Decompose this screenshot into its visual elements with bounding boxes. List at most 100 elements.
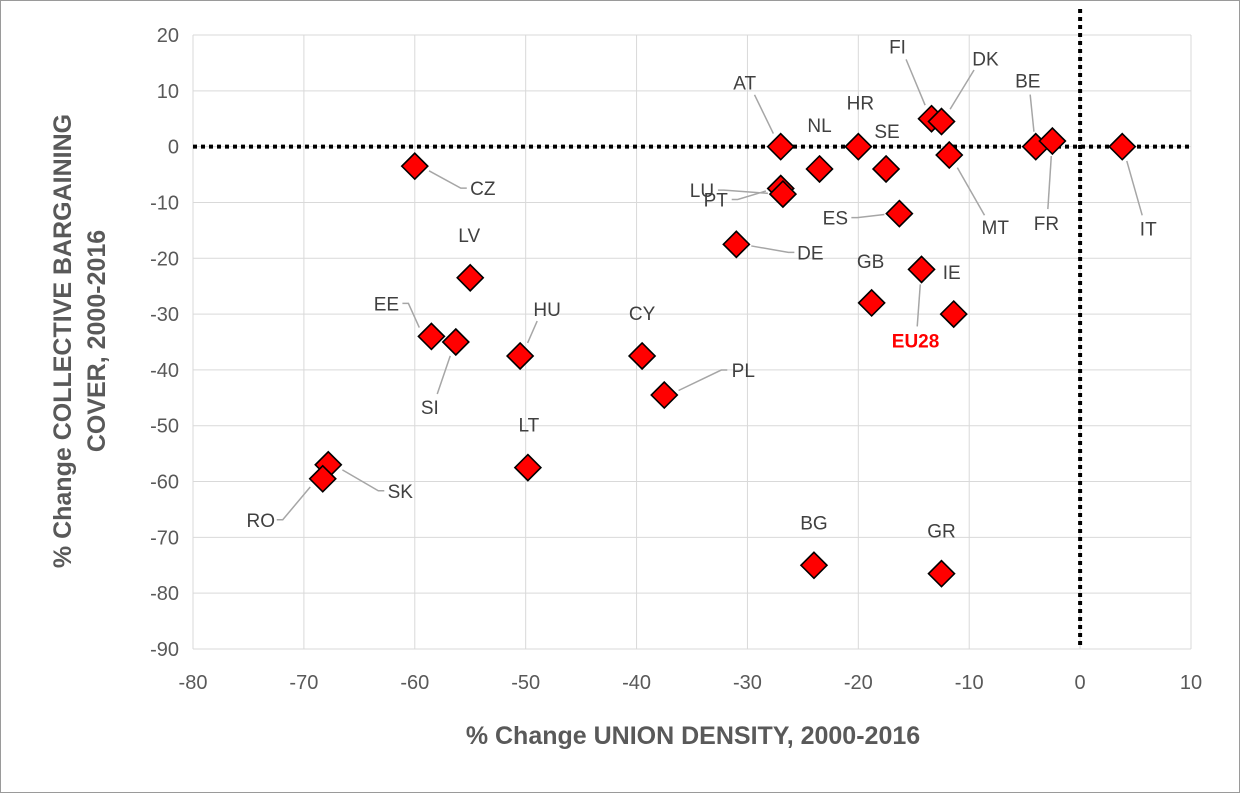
leader-line-sk <box>342 469 385 492</box>
x-tick-label: -40 <box>622 672 651 694</box>
point-it <box>1108 132 1137 161</box>
y-tick-label: 10 <box>157 81 179 103</box>
point-si <box>441 327 470 357</box>
x-tick-label: -70 <box>289 672 318 694</box>
leader-line-cz <box>428 170 467 189</box>
point-label-sk: SK <box>388 482 414 503</box>
point-label-gr: GR <box>927 522 956 543</box>
point-dk <box>927 107 956 136</box>
point-gb <box>857 288 886 318</box>
point-eu28 <box>907 255 936 284</box>
leader-line-lu <box>717 189 769 195</box>
x-tick-label: -80 <box>179 672 208 694</box>
gridlines <box>192 34 1192 650</box>
point-label-cy: CY <box>629 304 656 325</box>
point-mt <box>935 140 964 170</box>
y-tick-label: -20 <box>150 248 179 270</box>
point-label-dk: DK <box>972 50 999 71</box>
point-label-ie: IE <box>943 263 961 284</box>
y-axis-title-line-2: COVER, 2000-2016 <box>83 230 111 452</box>
point-de <box>722 230 751 259</box>
point-label-be: BE <box>1015 72 1040 93</box>
y-tick-label: -80 <box>150 583 179 605</box>
leader-line-pl <box>678 369 728 392</box>
y-tick-label: -70 <box>150 527 179 549</box>
point-label-bg: BG <box>800 513 827 534</box>
point-label-lu: LU <box>690 181 714 202</box>
point-ie <box>939 299 968 329</box>
y-tick-label: -10 <box>150 192 179 214</box>
data-points <box>308 104 1137 588</box>
leader-line-fi <box>905 59 926 106</box>
y-tick-label: -40 <box>150 360 179 382</box>
y-tick-label: -50 <box>150 416 179 438</box>
tick-labels: -80 -70 -60 -50 -40 -30 -20 -10 0 10 20 10 0 -10 -20 -3… <box>150 25 1202 694</box>
leader-line-ee <box>402 302 420 328</box>
point-at <box>766 132 795 161</box>
leader-line-dk <box>949 69 975 110</box>
point-label-mt: MT <box>982 218 1010 239</box>
x-tick-label: -60 <box>400 672 429 694</box>
x-axis-title: % Change UNION DENSITY, 2000-2016 <box>466 722 920 750</box>
y-tick-label: -90 <box>150 639 179 661</box>
point-label-de: DE <box>797 243 823 264</box>
point-label-hr: HR <box>847 94 874 115</box>
point-label-at: AT <box>733 74 756 95</box>
y-tick-label: 20 <box>157 25 179 47</box>
point-label-ro: RO <box>246 511 275 532</box>
point-es <box>885 199 914 228</box>
point-hr <box>844 132 873 161</box>
x-tick-label: -30 <box>733 672 762 694</box>
leader-line-eu28 <box>916 284 922 327</box>
point-cy <box>627 341 657 371</box>
leader-line-ro <box>276 486 311 521</box>
leader-line-hu <box>526 320 538 344</box>
point-label-it: IT <box>1140 220 1157 241</box>
point-label-cz: CZ <box>470 179 496 200</box>
label-leader-lines <box>276 59 1143 521</box>
leader-line-fr <box>1047 155 1053 210</box>
point-bg <box>799 551 829 580</box>
leader-line-pt <box>731 190 767 201</box>
y-axis-title-line-1: % Change COLLECTIVE BARGAINING <box>49 114 77 568</box>
leader-line-it <box>1126 160 1143 216</box>
leader-line-de <box>751 245 795 254</box>
point-label-fr: FR <box>1034 214 1059 235</box>
point-label-hu: HU <box>533 300 560 321</box>
point-ro <box>308 464 337 493</box>
point-nl <box>805 154 834 184</box>
point-lt <box>513 453 543 482</box>
reference-lines <box>193 9 1191 649</box>
point-label-gb: GB <box>857 252 884 273</box>
point-label-ee: EE <box>374 294 399 315</box>
leader-line-es <box>851 213 885 219</box>
y-tick-label: -30 <box>150 304 179 326</box>
point-label-si: SI <box>421 398 439 419</box>
point-label-lv: LV <box>458 226 480 247</box>
leader-line-mt <box>956 167 986 216</box>
x-tick-label: 10 <box>1180 672 1202 694</box>
point-gr <box>927 559 956 588</box>
leader-line-si <box>436 355 451 395</box>
x-tick-label: -20 <box>844 672 873 694</box>
y-tick-label: 0 <box>168 137 179 159</box>
point-label-es: ES <box>823 209 848 230</box>
point-fr <box>1038 126 1067 156</box>
point-label-pt: PT <box>704 191 729 212</box>
point-ee <box>417 322 446 351</box>
point-hu <box>505 341 535 371</box>
y-tick-label: -60 <box>150 472 179 494</box>
x-tick-label: -50 <box>511 672 540 694</box>
point-se <box>871 154 901 184</box>
x-tick-label: 0 <box>1075 672 1086 694</box>
point-label-fi: FI <box>889 38 906 59</box>
leader-line-at <box>753 94 775 134</box>
point-label-se: SE <box>874 122 899 143</box>
point-label-lt: LT <box>519 416 540 437</box>
point-label-eu28: EU28 <box>892 331 940 352</box>
leader-line-be <box>1029 94 1035 132</box>
point-lv <box>456 263 485 292</box>
